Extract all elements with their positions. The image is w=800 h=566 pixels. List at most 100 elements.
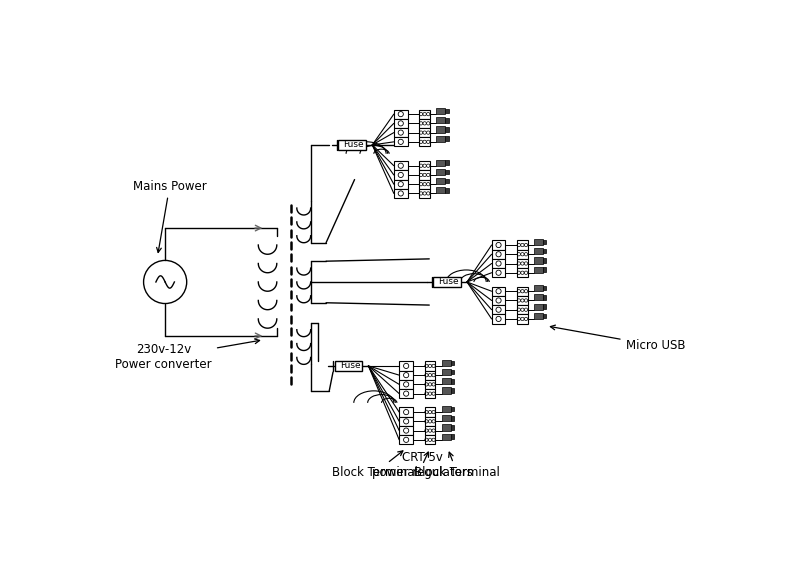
- Bar: [425, 371, 435, 380]
- Text: Fuse: Fuse: [343, 140, 364, 149]
- Bar: [451, 388, 454, 393]
- Bar: [492, 268, 506, 277]
- Bar: [492, 305, 506, 314]
- Bar: [451, 370, 454, 374]
- Bar: [534, 248, 543, 254]
- Bar: [442, 388, 451, 393]
- Bar: [543, 267, 546, 272]
- Bar: [517, 268, 528, 277]
- Text: Mains Power: Mains Power: [133, 179, 206, 252]
- Bar: [419, 179, 430, 189]
- Bar: [419, 170, 430, 179]
- Bar: [446, 136, 449, 141]
- Bar: [394, 189, 408, 198]
- Bar: [338, 140, 366, 151]
- Bar: [446, 160, 449, 165]
- Bar: [419, 109, 430, 119]
- Bar: [543, 314, 546, 318]
- Bar: [442, 415, 451, 421]
- Bar: [334, 361, 362, 371]
- Bar: [399, 380, 413, 389]
- Bar: [543, 258, 546, 263]
- Bar: [436, 169, 446, 175]
- Bar: [436, 126, 446, 132]
- Bar: [419, 137, 430, 147]
- Bar: [446, 170, 449, 174]
- Bar: [425, 408, 435, 417]
- Bar: [446, 179, 449, 183]
- Bar: [399, 371, 413, 380]
- Bar: [446, 109, 449, 113]
- Bar: [436, 117, 446, 123]
- Bar: [419, 161, 430, 170]
- Bar: [446, 127, 449, 132]
- Text: 230v-12v
Power converter: 230v-12v Power converter: [115, 339, 259, 371]
- Bar: [399, 435, 413, 444]
- Bar: [451, 361, 454, 365]
- Bar: [543, 249, 546, 254]
- Bar: [425, 426, 435, 435]
- Bar: [442, 406, 451, 412]
- Bar: [451, 416, 454, 421]
- Bar: [446, 188, 449, 192]
- Bar: [436, 178, 446, 184]
- Bar: [517, 286, 528, 296]
- Bar: [399, 417, 413, 426]
- Bar: [492, 296, 506, 305]
- Bar: [442, 424, 451, 431]
- Bar: [425, 435, 435, 444]
- Bar: [436, 136, 446, 142]
- Bar: [534, 303, 543, 310]
- Bar: [492, 314, 506, 324]
- Bar: [425, 417, 435, 426]
- Text: Micro USB: Micro USB: [550, 325, 685, 352]
- Text: Fuse: Fuse: [340, 362, 360, 370]
- Bar: [425, 380, 435, 389]
- Bar: [517, 305, 528, 314]
- Bar: [543, 286, 546, 290]
- Bar: [442, 360, 451, 366]
- Bar: [419, 119, 430, 128]
- Bar: [534, 285, 543, 291]
- Bar: [399, 361, 413, 371]
- Bar: [534, 267, 543, 273]
- Bar: [399, 408, 413, 417]
- Text: CRT 5v
power regulators: CRT 5v power regulators: [372, 451, 473, 479]
- Bar: [436, 160, 446, 166]
- Bar: [543, 239, 546, 245]
- Bar: [492, 286, 506, 296]
- Bar: [451, 435, 454, 439]
- Bar: [442, 369, 451, 375]
- Bar: [451, 379, 454, 384]
- Bar: [534, 313, 543, 319]
- Bar: [425, 389, 435, 398]
- Bar: [517, 250, 528, 259]
- Bar: [399, 389, 413, 398]
- Bar: [517, 241, 528, 250]
- Bar: [433, 277, 461, 288]
- Bar: [394, 119, 408, 128]
- Bar: [492, 250, 506, 259]
- Bar: [394, 179, 408, 189]
- Bar: [543, 295, 546, 299]
- Bar: [543, 305, 546, 309]
- Bar: [517, 296, 528, 305]
- Bar: [394, 128, 408, 137]
- Bar: [436, 108, 446, 114]
- Bar: [399, 426, 413, 435]
- Bar: [436, 187, 446, 194]
- Bar: [492, 241, 506, 250]
- Bar: [394, 170, 408, 179]
- Bar: [446, 118, 449, 123]
- Bar: [419, 128, 430, 137]
- Bar: [425, 361, 435, 371]
- Bar: [394, 137, 408, 147]
- Bar: [394, 161, 408, 170]
- Bar: [534, 294, 543, 301]
- Bar: [442, 378, 451, 384]
- Bar: [517, 314, 528, 324]
- Bar: [492, 259, 506, 268]
- Bar: [534, 258, 543, 264]
- Bar: [394, 109, 408, 119]
- Text: Block Terminal: Block Terminal: [414, 452, 500, 479]
